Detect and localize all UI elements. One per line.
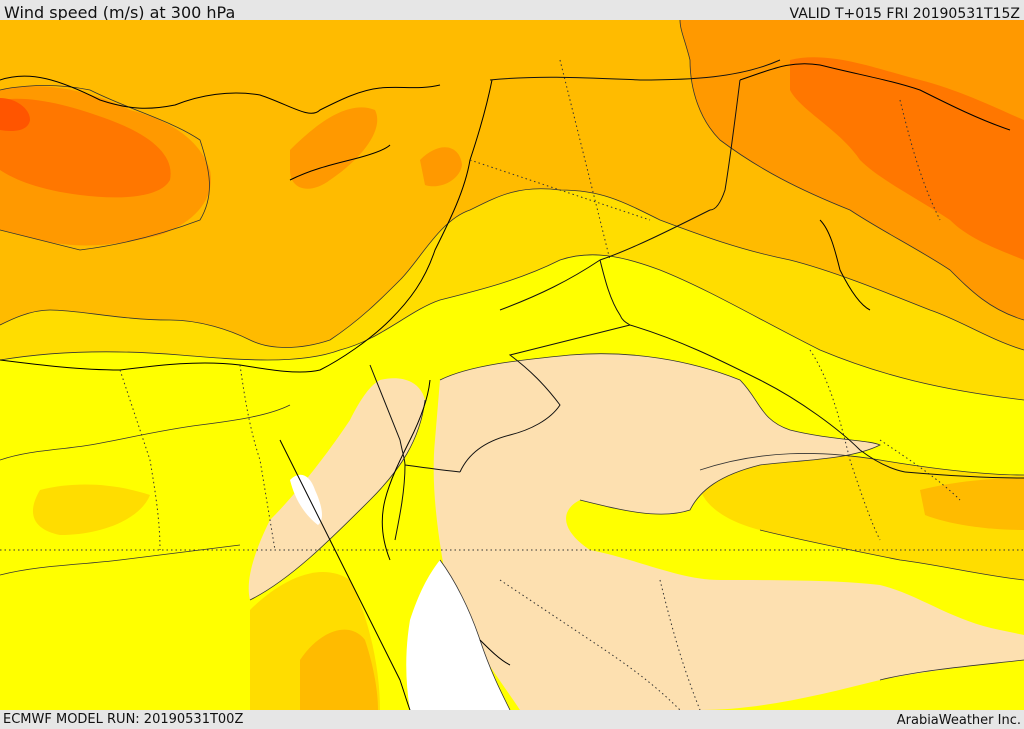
field-amber-south-center — [300, 629, 378, 710]
coastlines — [0, 63, 1011, 710]
national-borders — [369, 59, 1024, 541]
field-calm-red-sea — [406, 560, 510, 710]
field-orange-levant — [420, 147, 462, 187]
wind-speed-map[interactable] — [0, 20, 1024, 710]
field-red-orange-west — [0, 98, 30, 131]
field-calm-gulf-suez — [290, 474, 322, 525]
map-footer: ECMWF MODEL RUN: 20190531T00Z ArabiaWeat… — [0, 711, 1024, 729]
field-amber-southeast — [920, 478, 1024, 530]
field-deep-orange-west — [0, 98, 171, 198]
field-gold-southwest — [32, 484, 150, 535]
valid-time-label: VALID T+015 FRI 20190531T15Z — [789, 6, 1020, 22]
map-header: Wind speed (m/s) at 300 hPa VALID T+015 … — [0, 0, 1024, 22]
field-tan-arabia — [433, 353, 1024, 710]
field-orange-cyprus — [290, 107, 378, 189]
country-borders — [0, 59, 1024, 710]
credit-label: ArabiaWeather Inc. — [896, 713, 1021, 728]
field-tan-sinai — [248, 378, 425, 600]
field-deep-orange-northeast — [790, 57, 1024, 261]
map-title: Wind speed (m/s) at 300 hPa — [4, 3, 236, 22]
model-run-label: ECMWF MODEL RUN: 20190531T00Z — [3, 712, 244, 727]
